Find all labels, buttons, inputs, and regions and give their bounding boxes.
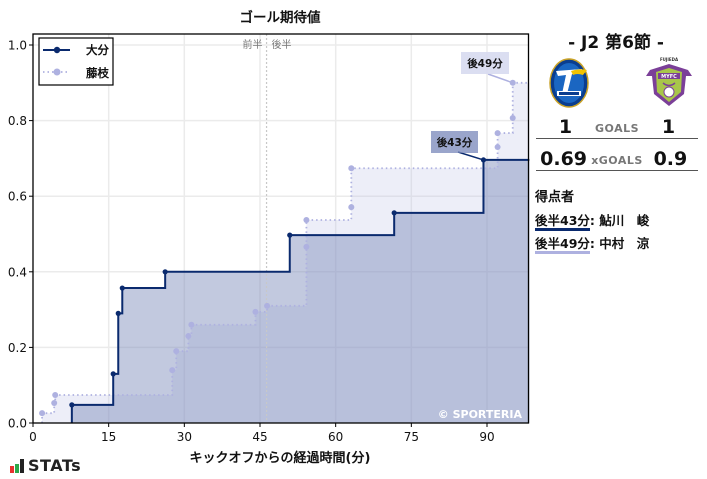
area-away xyxy=(42,82,530,424)
goals-row: 1 GOALS 1 xyxy=(536,114,698,139)
data-point xyxy=(348,165,355,172)
trinita-logo-icon xyxy=(549,58,589,108)
scorer-sep: : xyxy=(589,213,595,228)
second-half-label: 後半 xyxy=(272,38,292,51)
plot-frame xyxy=(32,33,530,424)
annotation-label: 後43分 xyxy=(436,136,473,149)
scorers-title: 得点者 xyxy=(535,190,575,205)
x-tick-label: 75 xyxy=(404,430,419,444)
legend-label-home: 大分 xyxy=(86,43,109,57)
legend-marker-home xyxy=(53,46,61,54)
x-tick-label: 60 xyxy=(328,430,343,444)
fujieda-myfc-logo-icon: FUJIEDA MYFC xyxy=(646,57,692,106)
home-xgoals: 0.69 xyxy=(540,148,588,170)
data-point xyxy=(69,402,75,408)
data-point xyxy=(173,348,180,355)
xgoals-row: 0.69 xGOALS 0.9 xyxy=(536,146,698,171)
scorer-time: 後半49分 xyxy=(535,236,590,254)
grid-lines xyxy=(33,34,528,423)
y-tick-label: 0.6 xyxy=(8,190,27,204)
away-goals: 1 xyxy=(661,116,676,138)
x-axis-label: キックオフからの経過時間(分) xyxy=(190,450,371,466)
data-point xyxy=(348,204,355,211)
data-point xyxy=(303,243,310,250)
series-lines xyxy=(39,79,530,423)
svg-text:MYFC: MYFC xyxy=(661,74,677,80)
legend-label-away: 藤枝 xyxy=(86,66,109,80)
data-point xyxy=(303,217,310,224)
data-point xyxy=(39,410,46,417)
data-point xyxy=(119,285,125,291)
scorer-sep: : xyxy=(589,236,595,251)
home-goals: 1 xyxy=(558,116,573,138)
first-half-label: 前半 xyxy=(243,38,263,51)
watermark: © SPORTERIA xyxy=(438,408,523,421)
annotation-box xyxy=(461,52,509,74)
goals-label: GOALS xyxy=(594,122,640,135)
scorer-name: 鮎川 峻 xyxy=(599,213,650,228)
data-point xyxy=(494,130,501,137)
x-tick-label: 15 xyxy=(101,430,116,444)
data-point xyxy=(252,308,259,315)
scorer-name: 中村 涼 xyxy=(599,236,650,251)
legend-marker-away xyxy=(53,68,61,76)
data-point xyxy=(188,321,195,328)
match-title: - J2 第6節 - xyxy=(568,33,664,53)
stats-logo-text: STATs xyxy=(28,456,82,475)
y-tick-label: 0.2 xyxy=(8,341,27,355)
data-point xyxy=(287,232,293,238)
y-tick-label: 0.8 xyxy=(8,114,27,128)
annotation-label: 後49分 xyxy=(466,57,503,70)
data-point xyxy=(110,371,116,377)
stats-bars-icon xyxy=(10,458,24,473)
goal-annotations: 後43分 後49分 xyxy=(431,52,513,161)
chart-title: ゴール期待値 xyxy=(240,9,321,26)
y-tick-label: 1.0 xyxy=(8,39,27,53)
legend: 大分 藤枝 xyxy=(38,37,114,86)
scorer-time: 後半43分 xyxy=(535,213,590,231)
data-point xyxy=(185,333,192,340)
stats-logo: STATs xyxy=(10,456,81,475)
data-point xyxy=(509,114,516,121)
x-tick-label: 45 xyxy=(252,430,267,444)
axis-ticks: 0 15 30 45 60 75 90 0.0 0.2 0.4 0.6 0.8 1.0 xyxy=(8,39,495,445)
annotation-box xyxy=(431,131,478,153)
area-home xyxy=(71,159,530,424)
data-point xyxy=(115,310,121,316)
away-xgoals: 0.9 xyxy=(653,148,688,170)
data-point xyxy=(391,210,397,216)
x-tick-label: 30 xyxy=(177,430,192,444)
svg-text:FUJIEDA: FUJIEDA xyxy=(660,57,679,62)
cumulative-areas xyxy=(42,82,530,424)
data-point xyxy=(264,302,271,309)
scorer-item: 後半43分: 鮎川 峻 xyxy=(535,210,649,231)
data-point xyxy=(51,399,58,406)
x-tick-label: 90 xyxy=(479,430,494,444)
xgoals-label: xGOALS xyxy=(591,154,643,167)
data-point xyxy=(169,367,176,374)
scorer-item: 後半49分: 中村 涼 xyxy=(535,233,649,254)
x-tick-label: 0 xyxy=(29,430,37,444)
data-point xyxy=(494,144,501,151)
data-point xyxy=(162,269,168,275)
y-tick-label: 0.0 xyxy=(8,417,27,431)
data-point xyxy=(52,392,59,399)
y-tick-label: 0.4 xyxy=(8,265,27,279)
line-home xyxy=(70,158,530,423)
